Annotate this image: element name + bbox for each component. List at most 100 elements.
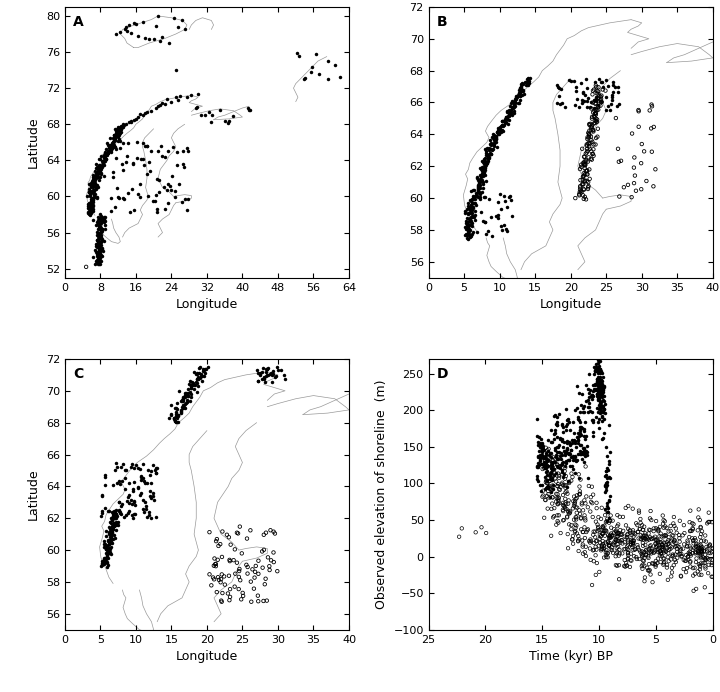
Point [114,478,125,489]
Point [179,401,190,412]
Point [104,527,115,538]
Point [557,471,569,482]
Point [645,123,657,134]
Point [647,101,658,112]
Point [665,554,677,565]
Point [110,125,122,136]
Point [597,385,608,396]
Point [647,545,658,556]
Point [570,435,581,446]
Point [110,511,122,522]
Point [663,526,675,537]
Point [258,372,270,383]
Point [103,528,114,539]
Point [104,535,116,546]
Point [130,459,142,471]
Point [582,181,594,192]
Point [601,450,613,461]
Point [564,437,575,448]
Point [195,110,207,121]
Point [565,451,577,462]
Point [119,24,130,35]
Point [552,494,564,505]
Point [557,465,568,476]
Point [703,540,714,552]
Point [143,156,155,167]
Point [145,105,157,116]
Point [637,524,649,535]
Point [117,192,129,203]
Point [510,93,522,104]
Point [563,417,575,428]
Point [262,552,274,563]
Point [258,374,270,385]
Point [699,557,711,568]
Point [567,450,579,461]
Point [572,412,583,423]
Point [644,513,656,524]
Point [680,555,692,566]
Point [101,548,112,559]
Point [542,482,554,493]
Point [153,174,165,185]
Point [95,210,107,221]
Point [571,93,582,104]
Point [482,154,494,165]
Point [97,216,109,227]
Point [503,191,515,202]
Point [485,212,497,223]
Point [91,239,103,250]
Point [557,477,568,489]
Point [601,497,613,508]
Point [477,157,489,168]
Point [135,464,146,475]
Point [99,538,111,549]
Point [590,115,601,126]
Point [151,463,163,474]
Point [480,161,491,172]
Point [490,131,502,143]
Point [138,495,149,506]
Point [112,121,124,132]
Point [588,144,599,155]
Point [95,164,107,175]
Point [630,185,642,197]
Point [559,482,571,493]
Point [139,108,150,119]
Point [462,200,474,211]
Point [590,98,601,109]
Point [562,489,573,500]
Point [500,114,511,125]
Point [670,523,682,534]
Point [588,102,600,113]
Point [597,383,608,394]
Point [569,438,580,449]
Text: C: C [73,367,84,381]
Point [91,183,102,194]
Point [100,153,112,164]
Y-axis label: Latitude: Latitude [27,468,40,520]
Point [619,554,631,565]
Point [240,559,252,570]
Point [599,471,611,482]
Point [464,230,476,242]
Point [590,82,602,93]
Point [492,124,504,135]
Point [577,158,589,169]
Point [650,556,662,567]
Point [204,569,215,580]
Point [570,519,581,530]
Point [107,509,119,520]
Point [86,206,97,217]
Point [544,468,556,480]
Point [693,569,705,580]
Point [688,543,700,554]
Point [117,137,129,148]
Point [101,148,112,159]
Point [545,467,557,478]
Point [93,224,104,235]
Point [585,138,596,149]
Point [696,526,708,537]
X-axis label: Longitude: Longitude [539,298,602,311]
Point [553,471,564,482]
